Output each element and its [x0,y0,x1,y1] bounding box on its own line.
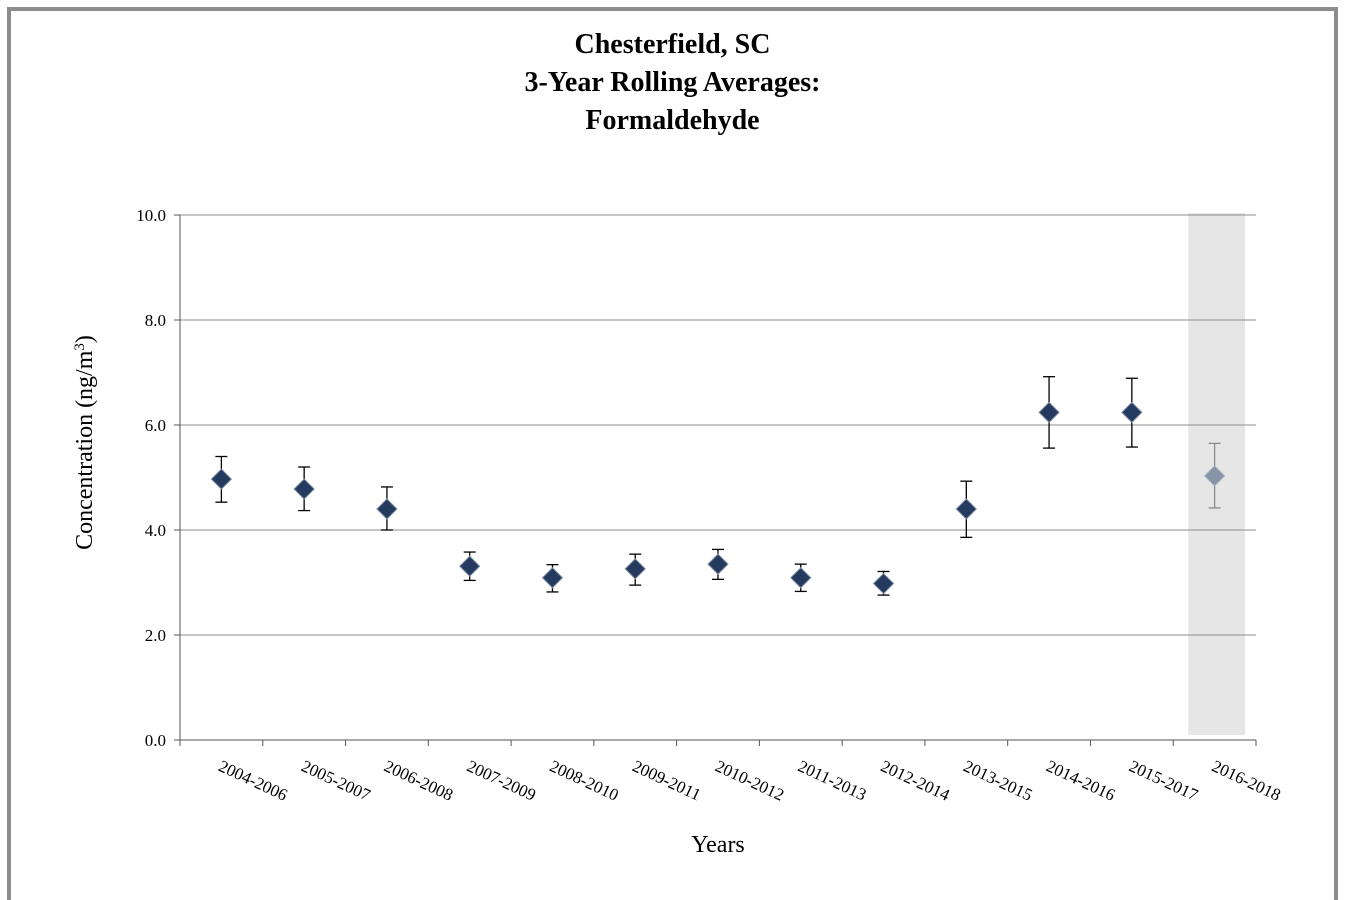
data-point-9 [955,498,978,520]
data-point-8 [872,572,895,595]
x-tick-label-3: 2007-2009 [464,756,539,804]
y-tick-label-2: 4.0 [145,521,166,540]
x-tick-label-9: 2013-2015 [961,756,1036,804]
data-point-5 [624,558,646,580]
x-tick-label-2: 2006-2008 [381,756,456,804]
x-tick-label-5: 2009-2011 [630,756,704,804]
x-tick-label-11: 2015-2017 [1126,756,1201,805]
x-tick-labels: 2004-2006 2005-2007 2006-2008 2007-2009 2008… [216,756,1284,805]
y-axis-title-superscript: 3 [72,343,88,351]
data-point-12 [1203,465,1226,487]
x-tick-label-12: 2016-2018 [1209,756,1284,804]
title-line-1: Chesterfield, SC [574,29,771,60]
x-tick-label-8: 2012-2014 [878,756,953,805]
x-axis-title: Years [691,832,745,858]
data-point-11 [1121,401,1143,424]
marker-layer [210,401,1226,595]
chart-title: Chesterfield, SC 3-Year Rolling Averages… [0,26,1345,140]
y-tick-label-4: 8.0 [145,311,166,330]
data-point-7 [790,567,812,589]
data-point-2 [376,498,398,520]
x-tick-label-4: 2008-2010 [547,756,622,804]
y-axis-title-text: Concentration (ng/m [72,350,98,550]
title-line-3: Formaldehyde [585,105,760,136]
title-line-2: 3-Year Rolling Averages: [524,67,821,98]
y-tick-label-3: 6.0 [145,416,166,435]
data-point-4 [541,567,564,589]
y-tick-label-5: 10.0 [136,206,166,225]
data-point-6 [707,553,729,575]
x-tick-label-6: 2010-2012 [712,756,787,804]
data-point-10 [1038,401,1060,424]
data-point-1 [293,478,315,500]
y-axis-title: Concentration (ng/m3) [72,335,98,550]
y-tick-label-1: 2.0 [145,626,166,645]
chart-frame [7,7,1338,900]
grid-layer [174,214,1256,741]
y-tick-label-0: 0.0 [145,731,166,750]
x-tick-label-1: 2005-2007 [298,756,373,805]
y-axis-title-close: ) [72,335,98,343]
x-tick-label-0: 2004-2006 [216,756,291,804]
data-point-3 [458,555,481,577]
x-tick-label-7: 2011-2013 [795,756,869,804]
axis-layer [179,215,1257,746]
y-tick-labels: 0.0 2.0 4.0 6.0 8.0 10.0 [136,206,166,750]
x-tick-label-10: 2014-2016 [1043,756,1118,804]
data-point-0 [210,468,233,490]
